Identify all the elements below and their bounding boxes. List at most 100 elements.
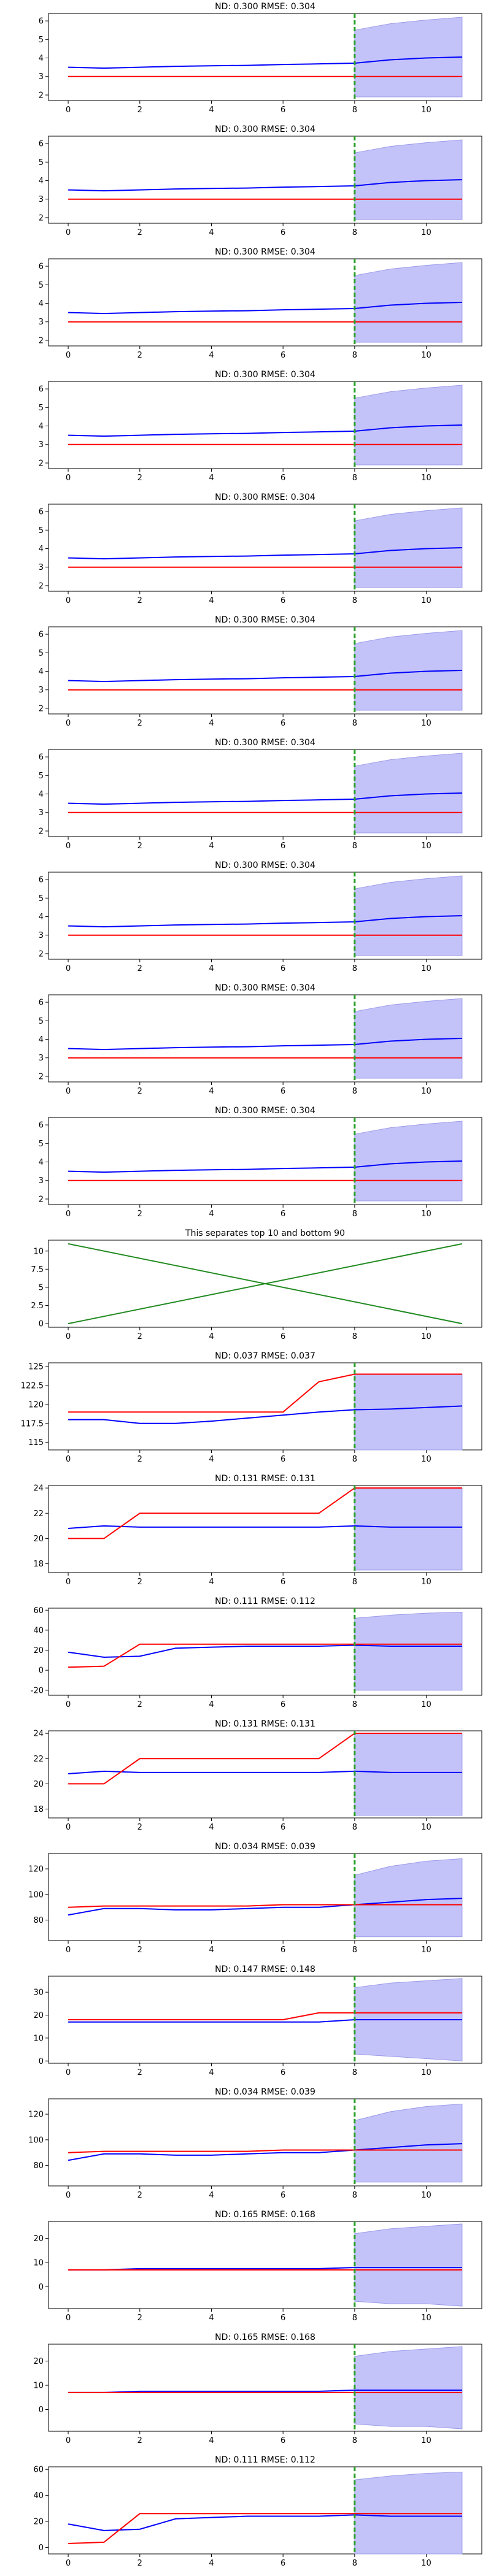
y-tick-label: 20 xyxy=(33,2011,44,2020)
prediction-interval xyxy=(354,1374,463,1451)
chart-panel: ND: 0.165 RMSE: 0.168 0 2 4 6 8 10 0 10 20 xyxy=(33,2210,482,2323)
y-tick-label: 0 xyxy=(39,2283,44,2292)
x-tick-label: 4 xyxy=(209,596,214,605)
y-tick-label: 4 xyxy=(39,299,44,309)
y-tick-label: 6 xyxy=(39,17,44,26)
x-tick-label: 4 xyxy=(209,105,214,115)
y-tick-label: 6 xyxy=(39,876,44,885)
y-tick-label: 10 xyxy=(33,2259,44,2268)
x-tick-label: 6 xyxy=(280,841,285,851)
chart-panel: ND: 0.300 RMSE: 0.304 0 2 4 6 8 10 2 3 4 5 6 xyxy=(39,1106,482,1219)
y-tick-label: 7.5 xyxy=(31,1265,44,1275)
x-tick-label: 10 xyxy=(421,964,431,973)
x-tick-label: 8 xyxy=(352,473,357,483)
x-tick-label: 6 xyxy=(280,964,285,973)
x-tick-label: 2 xyxy=(137,105,142,115)
prediction-series-line xyxy=(68,1405,462,1424)
x-tick-label: 10 xyxy=(421,228,431,237)
actual-series-line xyxy=(68,1373,462,1413)
y-tick-label: 125 xyxy=(28,1363,44,1372)
plot-frame xyxy=(48,994,482,1083)
y-tick-label: 80 xyxy=(33,2161,44,2171)
chart-panel: ND: 0.147 RMSE: 0.148 0 2 4 6 8 10 0 10 20 30 xyxy=(33,1965,482,2077)
x-tick-label: 6 xyxy=(280,1945,285,1955)
y-tick-label: 5 xyxy=(39,526,44,535)
x-tick-label: 0 xyxy=(66,2313,71,2323)
chart-panel: ND: 0.300 RMSE: 0.304 0 2 4 6 8 10 2 3 4 5 6 xyxy=(39,861,482,973)
x-tick-label: 0 xyxy=(66,2436,71,2445)
actual-series-line xyxy=(68,2012,462,2020)
y-tick-label: 3 xyxy=(39,1176,44,1186)
x-tick-label: 2 xyxy=(137,596,142,605)
chart-title: ND: 0.300 RMSE: 0.304 xyxy=(215,125,315,134)
x-tick-label: 8 xyxy=(352,596,357,605)
y-tick-label: 0 xyxy=(39,1666,44,1676)
chart-title: ND: 0.131 RMSE: 0.131 xyxy=(215,1719,315,1729)
x-tick-label: 10 xyxy=(421,719,431,728)
x-tick-label: 8 xyxy=(352,1945,357,1955)
x-tick-label: 6 xyxy=(280,1087,285,1096)
x-tick-label: 6 xyxy=(280,2191,285,2200)
y-tick-label: 5 xyxy=(39,404,44,413)
y-tick-label: 0 xyxy=(39,2057,44,2066)
x-tick-label: 4 xyxy=(209,2191,214,2200)
y-tick-label: 2 xyxy=(39,459,44,468)
actual-series-line xyxy=(68,1733,462,1785)
x-tick-label: 6 xyxy=(280,1700,285,1709)
y-tick-label: 2 xyxy=(39,827,44,836)
x-tick-label: 8 xyxy=(352,1577,357,1587)
y-tick-label: 120 xyxy=(28,1865,44,1874)
x-tick-label: 0 xyxy=(66,1332,71,1341)
y-tick-label: 20 xyxy=(33,2234,44,2244)
x-tick-label: 0 xyxy=(66,105,71,115)
x-tick-label: 4 xyxy=(209,2436,214,2445)
chart-title: ND: 0.300 RMSE: 0.304 xyxy=(215,615,315,625)
x-tick-label: 2 xyxy=(137,2559,142,2568)
x-tick-label: 2 xyxy=(137,1455,142,1464)
y-tick-label: 10 xyxy=(33,1247,44,1256)
plot-frame xyxy=(48,2466,482,2555)
chart-panel: ND: 0.300 RMSE: 0.304 0 2 4 6 8 10 2 3 4 5 6 xyxy=(39,738,482,851)
y-tick-label: 6 xyxy=(39,385,44,394)
x-tick-label: 6 xyxy=(280,351,285,360)
x-tick-label: 6 xyxy=(280,1332,285,1341)
chart-title: ND: 0.111 RMSE: 0.112 xyxy=(215,2455,315,2465)
chart-panel: ND: 0.300 RMSE: 0.304 0 2 4 6 8 10 2 3 4 5 6 xyxy=(39,125,482,237)
y-tick-label: 5 xyxy=(39,1283,44,1292)
y-tick-label: 20 xyxy=(33,1535,44,1544)
y-tick-label: 120 xyxy=(28,2110,44,2120)
prediction-series-line xyxy=(68,424,462,437)
x-tick-label: 2 xyxy=(137,1700,142,1709)
x-tick-label: 10 xyxy=(421,1945,431,1955)
prediction-interval xyxy=(354,2223,463,2307)
x-tick-label: 10 xyxy=(421,2559,431,2568)
prediction-series-line xyxy=(68,56,462,69)
y-tick-label: 5 xyxy=(39,1017,44,1026)
x-tick-label: 8 xyxy=(352,2436,357,2445)
y-tick-label: 20 xyxy=(33,2518,44,2527)
x-tick-label: 0 xyxy=(66,1945,71,1955)
x-tick-label: 6 xyxy=(280,228,285,237)
x-tick-label: 8 xyxy=(352,2559,357,2568)
y-tick-label: 3 xyxy=(39,808,44,818)
x-tick-label: 10 xyxy=(421,2068,431,2077)
prediction-interval xyxy=(354,2471,463,2555)
y-tick-label: 3 xyxy=(39,318,44,327)
y-tick-label: 30 xyxy=(33,1988,44,1998)
y-tick-label: 10 xyxy=(33,2382,44,2391)
y-tick-label: 100 xyxy=(28,1890,44,1899)
prediction-series-line xyxy=(68,547,462,560)
plot-frame xyxy=(48,504,482,592)
x-tick-label: 8 xyxy=(352,228,357,237)
y-tick-label: 4 xyxy=(39,422,44,431)
x-tick-label: 0 xyxy=(66,1823,71,1832)
x-tick-label: 0 xyxy=(66,2068,71,2077)
prediction-interval xyxy=(354,1487,463,1571)
chart-panel: ND: 0.165 RMSE: 0.168 0 2 4 6 8 10 0 10 20 xyxy=(33,2333,482,2445)
y-tick-label: -20 xyxy=(31,1686,44,1695)
chart-title: ND: 0.034 RMSE: 0.039 xyxy=(215,1842,315,1852)
x-tick-label: 10 xyxy=(421,2313,431,2323)
y-tick-label: 3 xyxy=(39,686,44,695)
x-tick-label: 6 xyxy=(280,473,285,483)
